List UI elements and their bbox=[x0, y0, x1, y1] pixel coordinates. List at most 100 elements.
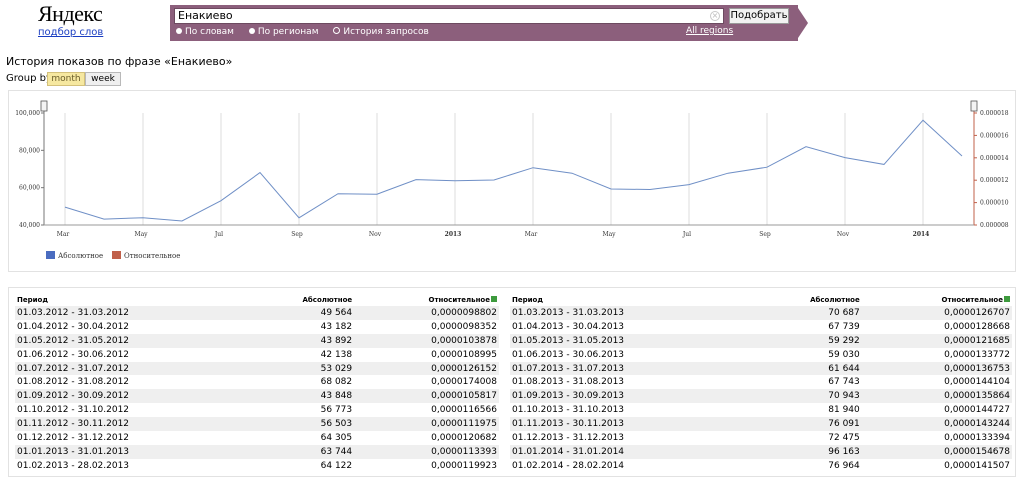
col-relative-label: Относительное bbox=[428, 296, 490, 304]
mode-by-words[interactable]: По словам bbox=[176, 27, 234, 38]
cell-period: 01.02.2013 - 28.02.2013 bbox=[17, 460, 130, 471]
cell-period: 01.09.2013 - 30.09.2013 bbox=[510, 389, 751, 404]
cell-absolute: 72 475 bbox=[828, 432, 860, 443]
cell-absolute: 70 687 bbox=[750, 306, 862, 320]
table-row: 01.07.2012 - 31.07.2012 53 029 0,000012615… bbox=[15, 361, 499, 376]
y-tick-label-right: 0.000016 bbox=[980, 132, 1009, 139]
search-bar-arrow bbox=[796, 5, 808, 41]
cell-period: 01.06.2013 - 30.06.2013 bbox=[512, 349, 625, 360]
all-regions-link[interactable]: All regions bbox=[686, 26, 734, 36]
table-row: 01.11.2012 - 30.11.2012 56 503 0,000011197… bbox=[15, 417, 499, 432]
cell-period: 01.11.2013 - 30.11.2013 bbox=[510, 417, 751, 432]
cell-period: 01.03.2013 - 31.03.2013 bbox=[510, 306, 751, 320]
table-row: 01.11.2013 - 30.11.2013 76 091 0,000014324… bbox=[510, 417, 1012, 432]
mode-history[interactable]: История запросов bbox=[333, 27, 429, 38]
legend-swatch-icon bbox=[46, 251, 55, 259]
cell-relative: 0,0000154678 bbox=[861, 444, 1012, 459]
cell-period: 01.11.2012 - 30.11.2012 bbox=[15, 417, 247, 432]
table-row: 01.09.2012 - 30.09.2012 43 848 0,000010581… bbox=[15, 389, 499, 404]
x-tick-label: Nov bbox=[837, 231, 850, 238]
range-handle-left bbox=[40, 100, 48, 112]
cell-relative: 0,0000098352 bbox=[431, 321, 497, 332]
col-relative-label: Относительное bbox=[941, 296, 1003, 304]
x-tick-label: 2013 bbox=[445, 231, 462, 238]
cell-absolute: 68 082 bbox=[320, 377, 353, 388]
chart-panel: Mar May Jul Sep Nov 2013 Mar May Jul Sep Nov 2014 40… bbox=[8, 90, 1016, 272]
logo-text: Яндекс bbox=[38, 1, 103, 26]
table-row: 01.04.2013 - 30.04.2013 67 739 0,000012866… bbox=[510, 320, 1012, 334]
x-tick-label: Mar bbox=[525, 231, 538, 238]
cell-relative: 0,0000113393 bbox=[354, 444, 499, 459]
cell-period: 01.07.2013 - 31.07.2013 bbox=[510, 361, 751, 376]
cell-absolute: 59 292 bbox=[750, 333, 862, 348]
table-row: 01.08.2013 - 31.08.2013 67 743 0,000014410… bbox=[510, 375, 1012, 389]
history-table-right: Период Абсолютное Относительное 01.03.20… bbox=[510, 294, 1012, 473]
cell-period: 01.07.2012 - 31.07.2012 bbox=[15, 361, 247, 376]
radio-icon bbox=[248, 28, 255, 34]
table-row: 01.08.2012 - 31.08.2012 68 082 0,000017400… bbox=[15, 375, 499, 389]
table-row: 01.10.2013 - 31.10.2013 81 940 0,000014472… bbox=[510, 403, 1012, 417]
table-row: 01.03.2013 - 31.03.2013 70 687 0,000012670… bbox=[510, 306, 1012, 320]
x-tick-label: May bbox=[602, 231, 616, 238]
logo-subtitle-link[interactable]: подбор слов bbox=[38, 27, 104, 38]
group-by-label: Group by: bbox=[6, 73, 55, 84]
group-month-button[interactable]: month bbox=[47, 72, 85, 86]
cell-relative: 0,0000120682 bbox=[431, 432, 497, 443]
cell-absolute: 67 743 bbox=[828, 377, 860, 388]
cell-period: 01.09.2012 - 30.09.2012 bbox=[15, 389, 247, 404]
y-tick-label-right: 0.000008 bbox=[980, 222, 1009, 229]
col-absolute: Абсолютное bbox=[810, 296, 860, 304]
yandex-logo[interactable]: Яндекс подбор слов bbox=[38, 1, 108, 39]
cell-absolute: 42 138 bbox=[320, 349, 353, 360]
search-button[interactable]: Подобрать bbox=[729, 8, 789, 24]
cell-period: 01.10.2012 - 31.10.2012 bbox=[17, 405, 130, 416]
x-tick-label: 2014 bbox=[913, 231, 930, 238]
excel-icon[interactable] bbox=[1004, 296, 1010, 302]
group-week-button[interactable]: week bbox=[85, 72, 121, 86]
cell-absolute: 70 943 bbox=[750, 389, 862, 404]
cell-relative: 0,0000133772 bbox=[944, 349, 1010, 360]
page-title: История показов по фразе «Енакиево» bbox=[6, 55, 233, 68]
cell-relative: 0,0000121685 bbox=[861, 333, 1012, 348]
cell-absolute: 59 030 bbox=[828, 349, 860, 360]
x-tick-label: Sep bbox=[759, 231, 771, 238]
radio-icon bbox=[176, 28, 182, 34]
cell-absolute: 43 848 bbox=[246, 389, 355, 404]
cell-relative: 0,0000141507 bbox=[944, 460, 1010, 471]
search-input[interactable]: Енакиево bbox=[174, 8, 724, 24]
cell-relative: 0,0000135864 bbox=[861, 389, 1012, 404]
x-tick-label: Jul bbox=[214, 231, 223, 238]
col-absolute: Абсолютное bbox=[302, 296, 353, 304]
col-relative: Относительное bbox=[862, 294, 1012, 306]
x-tick-label: May bbox=[134, 231, 148, 238]
x-tick-label: Nov bbox=[369, 231, 382, 238]
y-tick-label-right: 0.000012 bbox=[980, 177, 1009, 184]
cell-period: 01.08.2013 - 31.08.2013 bbox=[512, 377, 625, 388]
radio-selected-icon bbox=[333, 27, 341, 34]
col-period: Период bbox=[17, 296, 48, 304]
legend-label: Относительное bbox=[124, 252, 181, 260]
cell-absolute: 76 091 bbox=[750, 417, 862, 432]
x-tick-label: Jul bbox=[682, 231, 691, 238]
legend-absolute[interactable]: Абсолютное bbox=[46, 251, 103, 260]
cell-absolute: 61 644 bbox=[750, 361, 862, 376]
cell-absolute: 43 892 bbox=[246, 333, 355, 348]
search-modes: По словам По регионам История запросов bbox=[176, 27, 441, 38]
legend-relative[interactable]: Относительное bbox=[112, 251, 180, 260]
cell-relative: 0,0000143244 bbox=[861, 417, 1012, 432]
y-tick-label-left: 100,000 bbox=[15, 110, 40, 117]
cell-relative: 0,0000126707 bbox=[861, 306, 1012, 320]
cell-period: 01.12.2012 - 31.12.2012 bbox=[17, 432, 130, 443]
cell-relative: 0,0000174008 bbox=[431, 377, 497, 388]
range-handle-right bbox=[970, 100, 978, 112]
cell-absolute: 53 029 bbox=[246, 361, 355, 376]
cell-relative: 0,0000144104 bbox=[944, 377, 1010, 388]
x-tick-label: Sep bbox=[291, 231, 303, 238]
y-tick-label-right: 0.000018 bbox=[980, 110, 1009, 117]
mode-by-regions[interactable]: По регионам bbox=[248, 27, 319, 38]
cell-period: 01.03.2012 - 31.03.2012 bbox=[15, 306, 247, 320]
table-row: 01.04.2012 - 30.04.2012 43 182 0,000009835… bbox=[15, 320, 499, 334]
y-tick-label-right: 0.000010 bbox=[980, 200, 1009, 207]
clear-icon[interactable]: × bbox=[710, 11, 720, 21]
excel-icon[interactable] bbox=[491, 296, 497, 302]
